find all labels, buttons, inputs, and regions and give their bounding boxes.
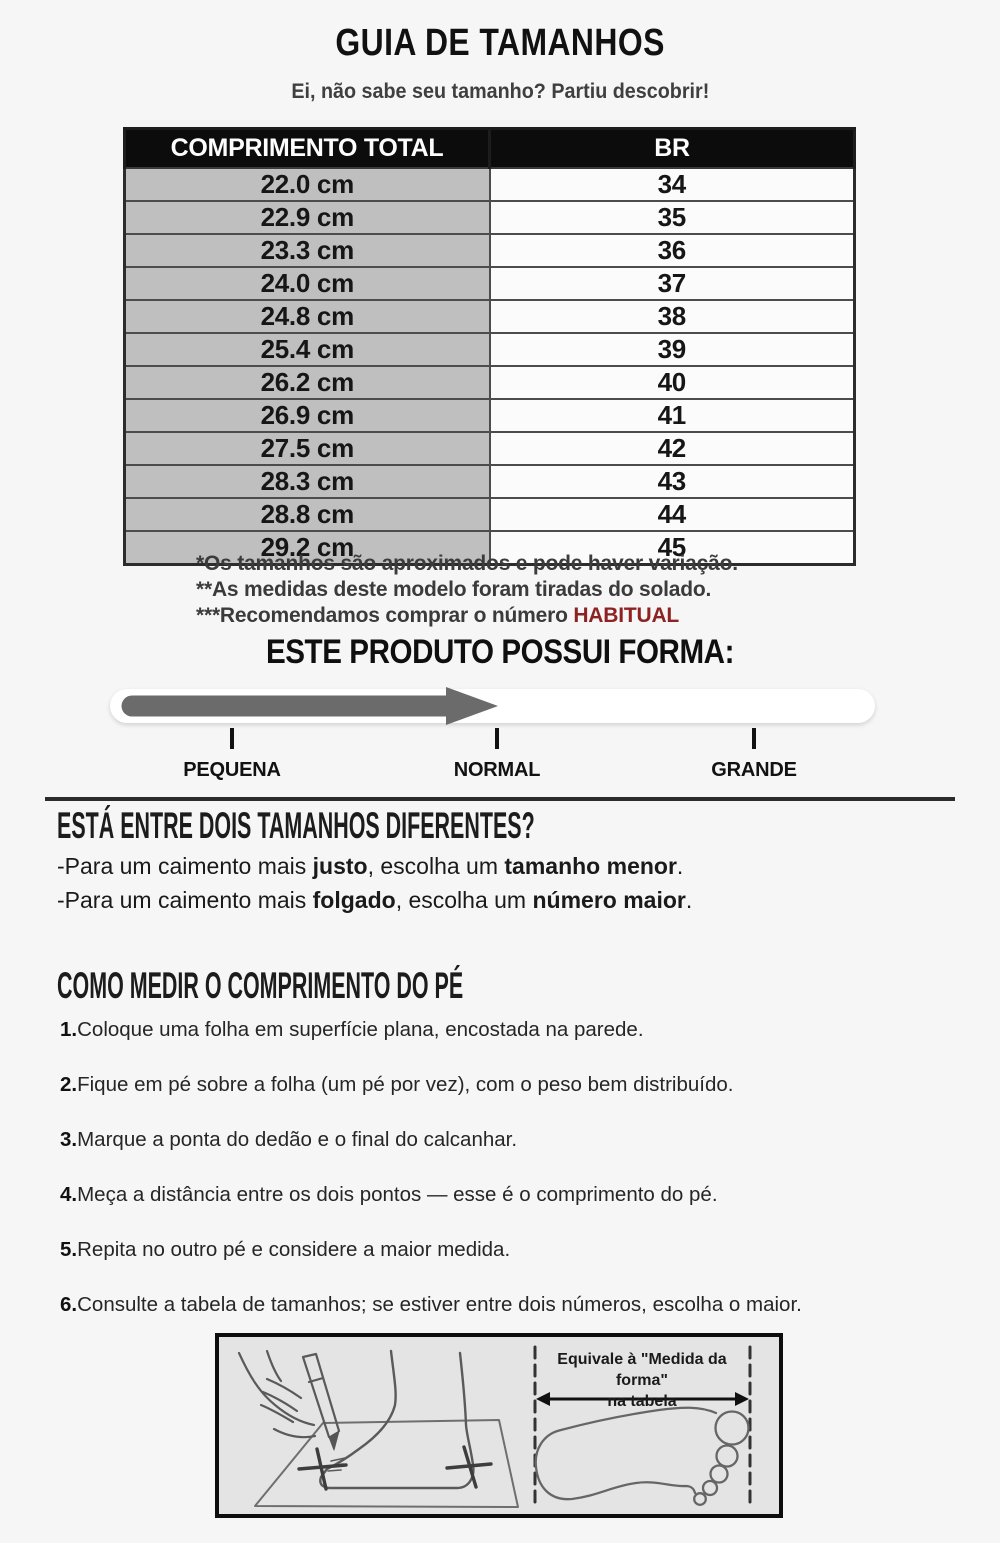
note-line-3: ***Recomendamos comprar o número HABITUA… [196, 604, 680, 627]
scale-label-pequena: PEQUENA [183, 759, 281, 781]
habitual-highlight: HABITUAL [573, 604, 680, 627]
table-row: 22.9 cm 35 [123, 199, 856, 235]
forma-scale [110, 687, 875, 725]
measure-step-3: 3.Marque a ponta do dedão e o final do c… [60, 1128, 518, 1151]
note-line-2: **As medidas deste modelo foram tiradas … [196, 578, 712, 601]
table-row: 24.0 cm 37 [123, 265, 856, 301]
scale-label-grande: GRANDE [711, 759, 797, 781]
measure-arrow-icon [536, 1392, 749, 1406]
measure-steps: 1.Coloque uma folha em superfície plana,… [60, 1018, 960, 1348]
col-header-comprimento: COMPRIMENTO TOTAL [123, 127, 491, 169]
table-row: 22.0 cm 34 [123, 166, 856, 202]
table-row: 27.5 cm 42 [123, 430, 856, 466]
measurement-illustration: Equivale à "Medida da forma" na tabela [215, 1333, 783, 1518]
fit-advice-line-1: -Para um caimento mais justo, escolha um… [57, 853, 684, 879]
table-row: 24.8 cm 38 [123, 298, 856, 334]
table-row: 26.2 cm 40 [123, 364, 856, 400]
col-header-br: BR [488, 127, 856, 169]
page-title: GUIA DE TAMANHOS [335, 22, 665, 64]
illustration-caption: Equivale à "Medida da forma" na tabela [557, 1351, 727, 1410]
foot-tracing-drawing [237, 1345, 752, 1508]
table-row: 25.4 cm 39 [123, 331, 856, 367]
fit-advice-line-2: -Para um caimento mais folgado, escolha … [57, 887, 693, 913]
table-row: 28.3 cm 43 [123, 463, 856, 499]
foot-top-drawing [534, 1406, 750, 1506]
measure-step-2: 2.Fique em pé sobre a folha (um pé por v… [60, 1073, 734, 1096]
note-line-1: *Os tamanhos são aproximados e pode have… [196, 552, 738, 575]
tick-mark-grande [752, 728, 756, 749]
measure-step-4: 4.Meça a distância entre os dois pontos … [60, 1183, 718, 1206]
scale-label-normal: NORMAL [453, 759, 541, 781]
section-divider [45, 797, 955, 801]
tick-mark-normal [495, 728, 499, 749]
measure-heading: COMO MEDIR O COMPRIMENTO DO PÉ [57, 965, 464, 1006]
measure-step-6: 6.Consulte a tabela de tamanhos; se esti… [60, 1293, 802, 1316]
size-table-header-row: COMPRIMENTO TOTAL BR [123, 127, 856, 169]
size-notes: *Os tamanhos são aproximados e pode have… [196, 551, 738, 629]
measure-step-5: 5.Repita no outro pé e considere a maior… [60, 1238, 511, 1261]
measure-step-1: 1.Coloque uma folha em superfície plana,… [60, 1018, 644, 1041]
forma-heading: ESTE PRODUTO POSSUI FORMA: [265, 633, 735, 671]
table-row: 23.3 cm 36 [123, 232, 856, 268]
table-row: 28.8 cm 44 [123, 496, 856, 532]
table-row: 26.9 cm 41 [123, 397, 856, 433]
tick-mark-pequena [230, 728, 234, 749]
table-row: 29.2 cm 45 [123, 529, 856, 565]
page-subtitle: Ei, não sabe seu tamanho? Partiu descobr… [291, 80, 709, 103]
size-table: COMPRIMENTO TOTAL BR 22.0 cm 34 22.9 cm 35… [123, 127, 856, 566]
forma-arrow-icon [121, 687, 498, 725]
fit-heading: ESTÁ ENTRE DOIS TAMANHOS DIFERENTES? [57, 805, 535, 846]
